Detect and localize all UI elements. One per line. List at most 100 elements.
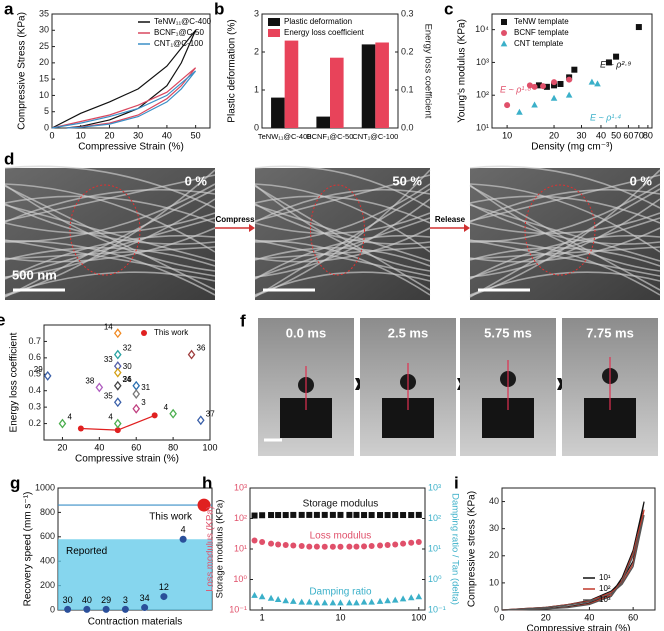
y-tick-label: 10 bbox=[489, 577, 499, 587]
legend-swatch bbox=[268, 29, 280, 37]
marker bbox=[113, 328, 122, 339]
marker bbox=[251, 591, 258, 598]
x-tick-label: 40 bbox=[584, 612, 594, 622]
x-tick-label: 30 bbox=[133, 130, 143, 140]
marker bbox=[282, 512, 289, 519]
y-tick-label: 0 bbox=[254, 122, 259, 132]
y-tick-label: 10⁰ bbox=[233, 574, 247, 584]
fiber bbox=[254, 271, 431, 296]
panel-label: g bbox=[10, 473, 20, 492]
marker bbox=[384, 542, 391, 549]
fiber bbox=[4, 198, 216, 278]
marker bbox=[114, 427, 121, 434]
legend-label: BCNF₁@C-50 bbox=[154, 28, 204, 37]
point-label: 30 bbox=[63, 595, 73, 605]
region-label: Reported bbox=[66, 546, 107, 557]
legend-label: Energy loss coefficient bbox=[284, 28, 365, 37]
x-tick-label: 60 bbox=[623, 130, 633, 140]
annotation: E ~ ρ²·⁹ bbox=[600, 59, 631, 69]
marker bbox=[361, 543, 368, 550]
marker bbox=[399, 595, 407, 602]
marker bbox=[346, 511, 353, 518]
marker bbox=[531, 101, 538, 108]
y-tick-label: 0.3 bbox=[28, 402, 41, 412]
marker bbox=[151, 412, 158, 419]
legend-label: This work bbox=[154, 328, 189, 337]
highlight bbox=[310, 184, 365, 276]
x-tick-label: CNT₁@C-100 bbox=[352, 132, 398, 141]
bar bbox=[330, 57, 344, 129]
point-label: 38 bbox=[85, 377, 94, 386]
x-tick-label: 70 bbox=[634, 130, 644, 140]
series-line bbox=[501, 509, 645, 611]
point-label: 34 bbox=[122, 375, 131, 384]
legend-label: BCNF template bbox=[514, 28, 569, 37]
annotation: E ~ ρ¹·⁸ bbox=[500, 84, 531, 94]
marker bbox=[400, 512, 407, 519]
point-label: 4 bbox=[181, 525, 186, 535]
series-line bbox=[51, 70, 197, 129]
point-label: 30 bbox=[123, 362, 132, 371]
point-label: 37 bbox=[206, 409, 215, 418]
marker bbox=[313, 543, 320, 550]
x-axis-title: Compressive strain (%) bbox=[527, 624, 631, 631]
marker bbox=[376, 597, 384, 604]
marker bbox=[305, 598, 313, 605]
marker bbox=[282, 597, 290, 604]
x-tick-label: 20 bbox=[541, 612, 551, 622]
marker bbox=[415, 511, 422, 518]
legend-label: CNT template bbox=[514, 39, 564, 48]
point bbox=[83, 605, 91, 613]
marker bbox=[259, 538, 266, 545]
marker bbox=[551, 82, 558, 89]
panel-label: f bbox=[240, 311, 246, 330]
y-axis-title: Young's modulus (KPa) bbox=[457, 19, 468, 123]
marker bbox=[415, 593, 423, 600]
marker bbox=[321, 599, 329, 606]
marker bbox=[306, 511, 313, 518]
marker bbox=[594, 80, 601, 87]
marker bbox=[113, 380, 122, 391]
bar bbox=[271, 97, 285, 128]
y2-tick-label: 0.1 bbox=[401, 84, 414, 94]
point-label: 4 bbox=[164, 403, 169, 412]
marker bbox=[407, 594, 415, 601]
marker bbox=[361, 512, 368, 519]
point-label: 14 bbox=[104, 322, 113, 331]
plot-frame bbox=[501, 487, 656, 611]
x-axis-title: Compressive Strain (%) bbox=[78, 142, 184, 153]
y-tick-label: 10² bbox=[476, 90, 489, 100]
marker bbox=[353, 511, 360, 518]
point-label: 33 bbox=[104, 355, 113, 364]
legend-label: CNT₁@C-100 bbox=[154, 39, 204, 48]
this-work-label: This work bbox=[149, 512, 193, 523]
marker bbox=[613, 53, 620, 60]
legend-label: TeNW template bbox=[514, 17, 569, 26]
marker bbox=[329, 599, 337, 606]
x-tick-label: 20 bbox=[549, 130, 559, 140]
x-tick-label: 1 bbox=[260, 612, 265, 622]
marker bbox=[337, 511, 344, 518]
y-tick-label: 0 bbox=[494, 604, 499, 614]
marker bbox=[77, 425, 84, 432]
marker bbox=[169, 408, 177, 419]
panel-label: a bbox=[4, 0, 14, 18]
y-tick-label: 1000 bbox=[35, 482, 55, 492]
panel-label: h bbox=[202, 473, 212, 492]
y-tick-label: 800 bbox=[40, 507, 55, 517]
marker bbox=[113, 349, 122, 360]
marker bbox=[113, 418, 122, 429]
y-tick-label: 1 bbox=[254, 84, 259, 94]
x-tick-label: 40 bbox=[596, 130, 606, 140]
marker bbox=[504, 102, 511, 109]
x-tick-label: 60 bbox=[628, 612, 638, 622]
panel-label: e bbox=[0, 310, 5, 329]
series-line bbox=[501, 514, 645, 611]
point bbox=[179, 535, 187, 543]
marker bbox=[290, 542, 297, 549]
marker bbox=[360, 598, 368, 605]
y-tick-label: 400 bbox=[40, 556, 55, 566]
y-tick-label: 20 bbox=[489, 550, 499, 560]
point-label: 12 bbox=[159, 582, 169, 592]
scale-label: 500 nm bbox=[12, 267, 57, 282]
